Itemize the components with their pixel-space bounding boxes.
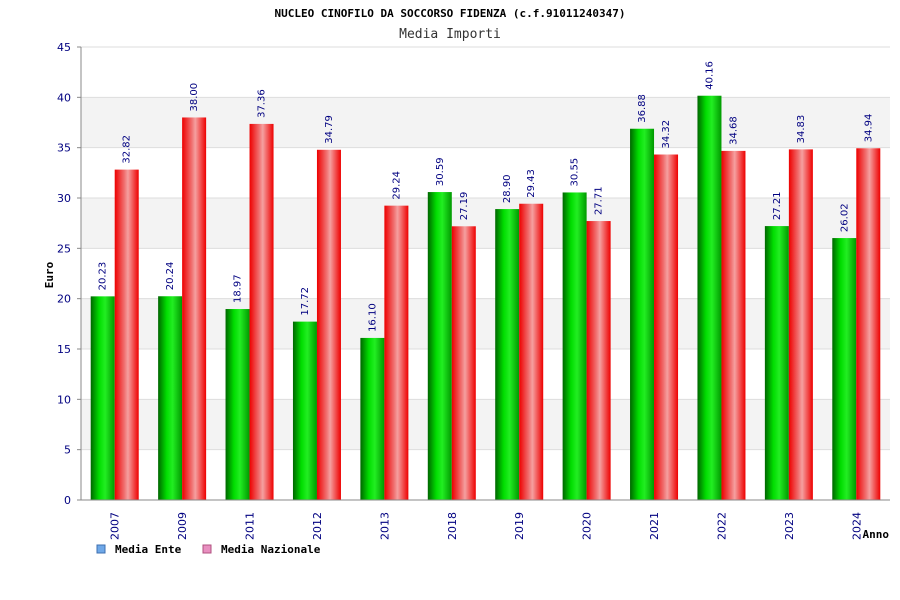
bar-media-nazionale-2018 (451, 226, 476, 500)
grid-lines (81, 46, 890, 501)
plot-band (81, 147, 890, 198)
bar-media-ente-2013 (360, 337, 385, 500)
data-label: 30.59 (435, 157, 446, 186)
data-label: 26.02 (839, 203, 850, 232)
x-tick-label: 2007 (109, 512, 122, 540)
data-label: 32.82 (122, 135, 133, 164)
x-tick-label: 2023 (783, 512, 796, 540)
bar-media-ente-2007 (90, 296, 115, 500)
data-label: 16.10 (367, 303, 378, 332)
legend-label-media-ente: Media Ente (115, 543, 182, 556)
legend: Media Ente Media Nazionale (96, 543, 321, 556)
x-tick-label: 2011 (244, 512, 257, 540)
bars (90, 95, 881, 501)
plot-band (81, 248, 890, 299)
plot-band (81, 97, 890, 148)
bar-media-ente-2020 (562, 192, 587, 501)
data-label: 28.90 (502, 174, 513, 203)
bar-media-nazionale-2021 (654, 154, 679, 500)
data-label: 27.71 (594, 186, 605, 215)
bar-media-ente-2011 (225, 309, 250, 500)
bar-media-nazionale-2013 (384, 205, 409, 500)
bar-media-ente-2009 (158, 296, 183, 500)
y-tick-label: 45 (57, 41, 71, 54)
bar-media-ente-2021 (630, 128, 655, 500)
bar-media-nazionale-2019 (519, 203, 544, 500)
y-tick-label: 5 (64, 444, 71, 457)
plot-band (81, 47, 890, 98)
bar-media-ente-2022 (697, 95, 722, 501)
x-tick-label: 2009 (176, 512, 189, 540)
bar-media-ente-2023 (764, 226, 789, 500)
plot-band (81, 298, 890, 349)
y-tick-label: 25 (57, 242, 71, 255)
bar-media-nazionale-2007 (114, 169, 139, 500)
y-tick-label: 40 (57, 91, 71, 104)
data-label: 17.72 (300, 287, 311, 316)
chart-subtitle: Media Importi (399, 27, 501, 42)
data-label: 40.16 (704, 61, 715, 90)
x-tick-label: 2021 (648, 512, 661, 540)
data-label: 20.23 (98, 262, 109, 291)
plot-background (81, 47, 890, 500)
plot-band (81, 349, 890, 400)
bar-media-nazionale-2023 (788, 149, 813, 501)
y-tick-label: 30 (57, 192, 71, 205)
chart-title: NUCLEO CINOFILO DA SOCCORSO FIDENZA (c.f… (275, 7, 626, 20)
y-tick-label: 10 (57, 393, 71, 406)
data-label: 20.24 (165, 262, 176, 291)
bar-media-nazionale-2020 (586, 221, 611, 500)
data-label: 27.19 (459, 192, 470, 221)
x-tick-label: 2022 (715, 512, 728, 540)
data-labels: 20.23 32.82 20.24 38.00 18.97 37.36 17.72 34.79… (98, 61, 875, 332)
data-label: 34.32 (661, 120, 672, 149)
bar-media-ente-2024 (832, 238, 857, 500)
bar-media-ente-2018 (427, 192, 452, 500)
y-axis-label: Euro (43, 261, 56, 288)
bar-media-nazionale-2024 (856, 148, 881, 500)
data-label: 37.36 (257, 89, 268, 118)
y-tick-label: 0 (64, 494, 71, 507)
x-axis-label: Anno (863, 528, 890, 541)
legend-swatch-media-ente (96, 544, 106, 554)
data-label: 18.97 (233, 274, 244, 303)
data-label: 34.83 (796, 115, 807, 144)
data-label: 38.00 (189, 83, 200, 112)
data-label: 36.88 (637, 94, 648, 123)
x-tick-label: 2024 (850, 512, 863, 540)
x-tick-label: 2019 (513, 512, 526, 540)
data-label: 29.43 (526, 169, 537, 198)
x-tick-label: 2020 (581, 512, 594, 540)
data-label: 34.79 (324, 115, 335, 144)
y-axis-ticks: 0 5 10 15 20 25 30 35 40 45 (57, 41, 81, 507)
y-tick-label: 15 (57, 343, 71, 356)
data-label: 34.94 (863, 114, 874, 143)
y-tick-label: 20 (57, 293, 71, 306)
bar-media-ente-2019 (495, 209, 520, 500)
plot-band (81, 399, 890, 450)
plot-band (81, 449, 890, 500)
data-label: 29.24 (391, 171, 402, 200)
y-tick-label: 35 (57, 142, 71, 155)
x-axis-ticks: 2007 2009 2011 2012 2013 2018 2019 2020 2021 2022… (109, 512, 864, 540)
x-tick-label: 2012 (311, 512, 324, 540)
data-label: 27.21 (772, 191, 783, 220)
bar-media-ente-2012 (292, 321, 317, 500)
data-label: 30.55 (570, 158, 581, 187)
plot-band (81, 198, 890, 249)
bar-media-nazionale-2022 (721, 150, 746, 500)
data-label: 34.68 (728, 116, 739, 145)
bar-media-nazionale-2009 (182, 117, 207, 500)
bar-media-nazionale-2012 (316, 149, 341, 500)
x-tick-label: 2018 (446, 512, 459, 540)
bar-media-nazionale-2011 (249, 123, 274, 500)
legend-swatch-media-nazionale (202, 544, 212, 554)
legend-label-media-nazionale: Media Nazionale (221, 543, 321, 556)
x-tick-label: 2013 (378, 512, 391, 540)
